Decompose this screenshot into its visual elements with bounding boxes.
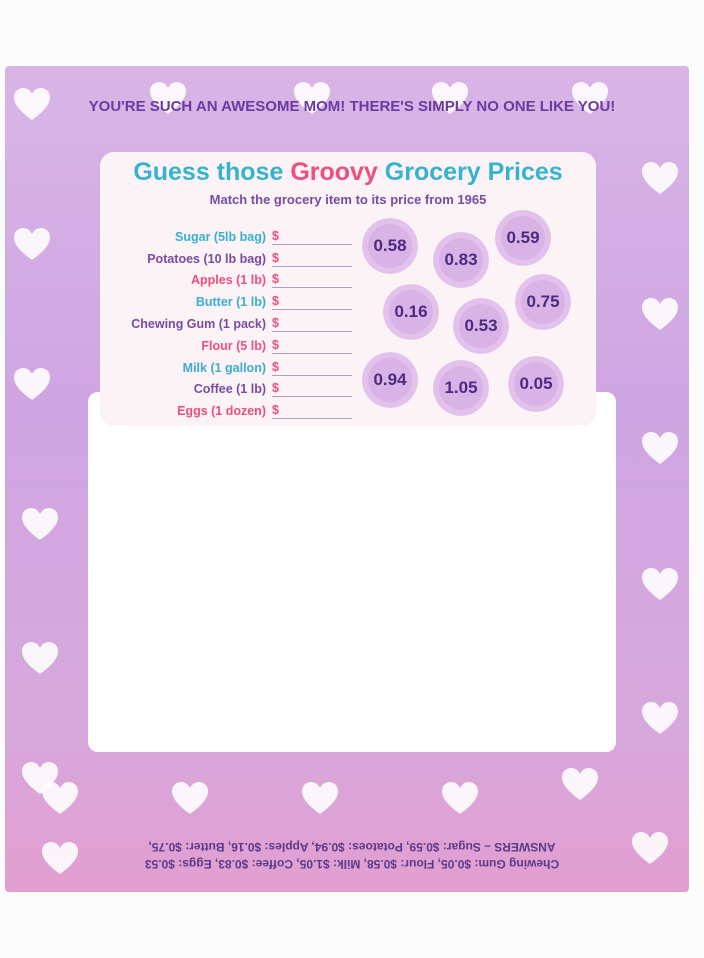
price-flower: 0.58: [362, 218, 418, 274]
heart-icon: [42, 842, 78, 874]
answer-key: Chewing Gum: $0.05, Flour: $0.58, Milk: …: [92, 838, 612, 872]
heart-icon: [642, 162, 678, 194]
price-blank[interactable]: $: [272, 360, 352, 376]
item-label: Chewing Gum (1 pack): [131, 317, 266, 332]
price-blank[interactable]: $: [272, 272, 352, 289]
heart-icon: [572, 82, 608, 114]
item-label: Coffee (1 lb): [193, 382, 266, 397]
heart-icon: [632, 832, 668, 864]
item-label: Potatoes (10 lb bag): [147, 251, 266, 266]
price-flower: 0.05: [508, 356, 564, 412]
item-label: Flour (5 lb): [201, 338, 266, 353]
heart-icon: [294, 82, 330, 114]
heart-icon: [22, 508, 58, 540]
price-flower: 0.83: [433, 232, 489, 288]
card-subtitle: Match the grocery item to its price from…: [209, 192, 487, 207]
heart-icon: [22, 642, 58, 674]
heart-icon: [642, 298, 678, 330]
answer-line: Chewing Gum: $0.05, Flour: $0.58, Milk: …: [144, 857, 560, 871]
price-blank[interactable]: $: [272, 316, 352, 333]
heart-icon: [642, 432, 678, 464]
heart-icon: [42, 782, 78, 814]
tagline: YOU'RE SUCH AN AWESOME MOM! THERE'S SIMP…: [88, 98, 616, 115]
price-blank[interactable]: $: [272, 338, 352, 354]
heart-icon: [302, 782, 338, 814]
heart-icon: [642, 702, 678, 734]
heart-icon: [432, 82, 468, 114]
price-blank[interactable]: $: [272, 251, 352, 267]
heart-icon: [150, 82, 186, 114]
heart-icon: [442, 782, 478, 814]
grocery-item: Eggs (1 dozen) $: [106, 400, 352, 422]
item-label: Milk (1 gallon): [182, 360, 266, 375]
price-game-card: Guess those Groovy Grocery Prices Match …: [100, 152, 596, 426]
item-label: Apples (1 lb): [190, 273, 266, 288]
price-blank[interactable]: $: [272, 403, 352, 420]
price-blank[interactable]: $: [272, 381, 352, 398]
grocery-item: Apples (1 lb) $: [106, 270, 352, 292]
heart-icon: [14, 368, 50, 400]
heart-icon: [562, 768, 598, 800]
card-title: Guess those Groovy Grocery Prices: [133, 158, 563, 186]
item-label: Eggs (1 dozen): [177, 404, 266, 419]
clear-window: [88, 392, 616, 752]
price-blank[interactable]: $: [272, 294, 352, 311]
heart-icon: [172, 782, 208, 814]
heart-icon: [14, 228, 50, 260]
heart-icon: [14, 88, 50, 120]
grocery-item: Flour (5 lb) $: [106, 335, 352, 357]
grocery-item: Chewing Gum (1 pack) $: [106, 313, 352, 335]
price-flower: 0.59: [495, 210, 551, 266]
price-blank[interactable]: $: [272, 229, 352, 245]
price-flower: 0.94: [362, 352, 418, 408]
grocery-item: Coffee (1 lb) $: [106, 379, 352, 401]
item-label: Sugar (5lb bag): [175, 229, 266, 244]
grocery-item: Potatoes (10 lb bag) $: [106, 248, 352, 270]
price-flower: 0.16: [383, 284, 439, 340]
price-flower: 0.75: [515, 274, 571, 330]
heart-icon: [642, 568, 678, 600]
item-label: Butter (1 lb): [195, 295, 266, 310]
grocery-item: Sugar (5lb bag) $: [106, 226, 352, 248]
grocery-item: Milk (1 gallon) $: [106, 357, 352, 379]
price-flower: 0.53: [453, 298, 509, 354]
price-flower: 1.05: [433, 360, 489, 416]
answer-line: ANSWERS – Sugar: $0.59, Potatoes: $0.94,…: [148, 840, 556, 854]
grocery-item: Butter (1 lb) $: [106, 291, 352, 313]
